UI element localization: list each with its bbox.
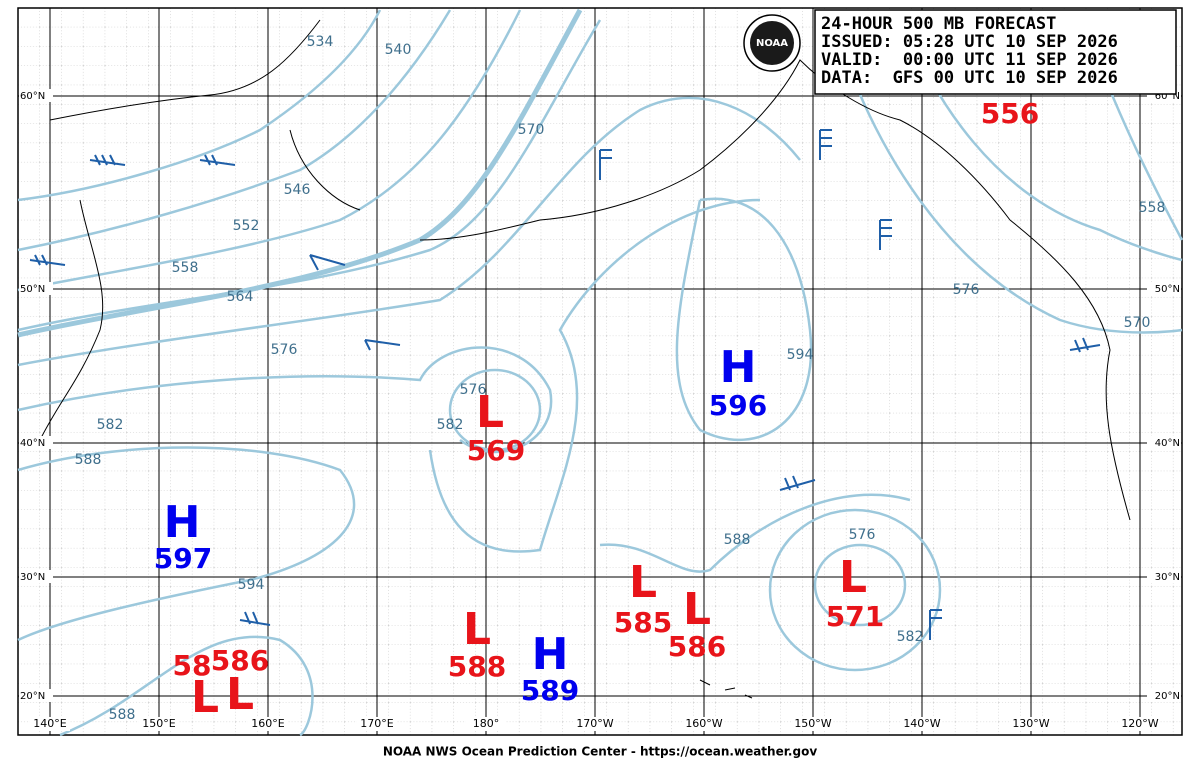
header-line: DATA: GFS 00 UTC 10 SEP 2026 (821, 68, 1118, 88)
lon-label-bg (139, 717, 179, 731)
lon-label: 120°W (1121, 717, 1158, 730)
header-line: 24-HOUR 500 MB FORECAST (821, 14, 1056, 34)
center-value: 569 (467, 434, 525, 467)
center-value: 586 (668, 630, 726, 663)
lat-label-bg (19, 436, 53, 449)
lon-label: 130°W (1012, 717, 1049, 730)
contour-label: 564 (227, 289, 254, 305)
lon-label-bg (30, 717, 70, 731)
lon-label: 140°W (903, 717, 940, 730)
center-symbol: L (629, 557, 657, 608)
lat-label: 50°N (20, 284, 45, 295)
center-symbol: L (839, 552, 867, 603)
lat-label: 30°N (20, 572, 45, 583)
lat-label: 20°N (20, 691, 45, 702)
center-symbol: L (683, 584, 711, 635)
extra-value: 556 (981, 97, 1039, 130)
lon-label-bg (902, 717, 942, 731)
lat-label: 40°N (20, 438, 45, 449)
center-symbol: L (476, 387, 504, 438)
lat-label-bg (19, 89, 53, 102)
contour-label: 582 (437, 417, 464, 433)
lon-label-bg (684, 717, 724, 731)
contour-label: 540 (385, 42, 412, 58)
contour-label: 576 (271, 342, 298, 358)
contour-label: 594 (787, 347, 814, 363)
center-symbol: H (720, 342, 757, 393)
footer: NOAA NWS Ocean Prediction Center - https… (383, 745, 817, 759)
contour-label: 588 (75, 452, 102, 468)
center-value: 588 (448, 650, 506, 683)
contours (17, 8, 1184, 737)
lon-label: 160°W (685, 717, 722, 730)
lat-label: 50°N (1155, 284, 1180, 295)
center-value: 589 (521, 674, 579, 707)
contour-label: 576 (849, 527, 876, 543)
center-value: 571 (826, 600, 884, 633)
lon-label: 170°E (360, 717, 393, 730)
center-value: 597 (154, 542, 212, 575)
lon-label-bg (466, 717, 506, 731)
lon-label: 180° (473, 717, 500, 730)
center-symbol: H (532, 629, 569, 680)
lat-label-bg (1147, 282, 1181, 295)
center-value: 586 (211, 644, 269, 677)
lat-label-bg (1147, 436, 1181, 449)
noaa-logo: NOAA (743, 14, 801, 72)
lat-label: 30°N (1155, 572, 1180, 583)
center-symbol: L (463, 604, 491, 655)
lat-label-bg (1147, 689, 1181, 702)
lon-label: 170°W (576, 717, 613, 730)
center-value: 585 (614, 606, 672, 639)
contour-label: 552 (233, 218, 260, 234)
center-symbol: H (164, 497, 201, 548)
lon-label-bg (575, 717, 615, 731)
coastlines (39, 19, 1131, 699)
contour-label: 570 (1124, 315, 1151, 331)
header-box (814, 9, 1177, 95)
lon-label: 160°E (251, 717, 284, 730)
center-value: 58 (173, 649, 212, 682)
lat-label: 60°N (1155, 91, 1180, 102)
header-line: ISSUED: 05:28 UTC 10 SEP 2026 (821, 32, 1118, 52)
lat-label: 60°N (20, 91, 45, 102)
lat-label-bg (19, 570, 53, 583)
lat-label: 20°N (1155, 691, 1180, 702)
contour-label: 546 (284, 182, 311, 198)
center-symbol: L (226, 669, 254, 720)
contour-label: 558 (1139, 200, 1166, 216)
lon-label: 140°E (33, 717, 66, 730)
wind-barbs (29, 129, 1101, 640)
contour-label: 582 (97, 417, 124, 433)
center-symbol: L (191, 672, 219, 723)
contour-label: 582 (897, 629, 924, 645)
lon-label-bg (1011, 717, 1051, 731)
contour-label: 594 (238, 577, 265, 593)
lon-label: 150°W (794, 717, 831, 730)
contour-label: 588 (109, 707, 136, 723)
contour-label: 576 (953, 282, 980, 298)
lon-label-bg (357, 717, 397, 731)
lon-label: 150°E (142, 717, 175, 730)
contour-label: 558 (172, 260, 199, 276)
lon-label-bg (248, 717, 288, 731)
lat-label-bg (1147, 570, 1181, 583)
lat-label-bg (19, 689, 53, 702)
labels: 60°N 60°N 50°N 50°N 40°N 40°N 30°N 30°N 20°N 20°N… (19, 34, 1181, 731)
logo-text: NOAA (756, 38, 788, 49)
header-line: VALID: 00:00 UTC 11 SEP 2026 (821, 50, 1118, 70)
contour-label: 570 (518, 122, 545, 138)
contour-label: 588 (724, 532, 751, 548)
contour-label: 576 (460, 382, 487, 398)
lon-label-bg (1120, 717, 1160, 731)
lon-label-bg (793, 717, 833, 731)
center-value: 596 (709, 389, 767, 422)
lat-label-bg (19, 282, 53, 295)
contour-label: 534 (307, 34, 334, 50)
lat-label: 40°N (1155, 438, 1180, 449)
map-frame (17, 7, 1183, 736)
